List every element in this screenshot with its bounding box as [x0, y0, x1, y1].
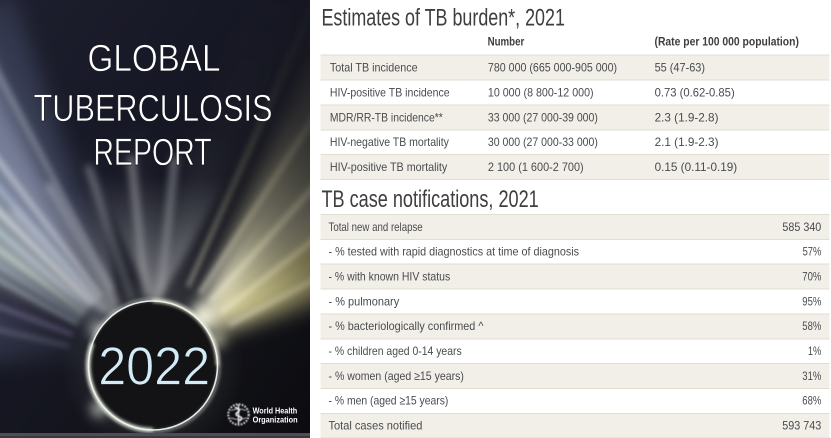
- svg-text:HIV-positive TB incidence: HIV-positive TB incidence: [330, 85, 450, 99]
- svg-text:31%: 31%: [802, 369, 821, 383]
- svg-text:2.1 (1.9-2.3): 2.1 (1.9-2.3): [655, 135, 719, 149]
- svg-text:Organization: Organization: [253, 416, 298, 425]
- svg-text:585 340: 585 340: [782, 220, 821, 234]
- svg-text:68%: 68%: [802, 394, 821, 408]
- svg-text:HIV-negative TB mortality: HIV-negative TB mortality: [330, 135, 449, 149]
- svg-text:58%: 58%: [802, 319, 821, 333]
- svg-text:TUBERCULOSIS: TUBERCULOSIS: [34, 88, 273, 130]
- svg-text:TB case notifications, 2021: TB case notifications, 2021: [322, 186, 539, 213]
- svg-text:70%: 70%: [802, 270, 821, 284]
- svg-text:Number: Number: [488, 34, 525, 48]
- svg-text:MDR/RR-TB incidence**: MDR/RR-TB incidence**: [330, 110, 443, 124]
- svg-text:(Rate per 100 000 population): (Rate per 100 000 population): [655, 34, 799, 48]
- svg-text:593 743: 593 743: [782, 419, 821, 433]
- svg-text:2 100 (1 600-2 700): 2 100 (1 600-2 700): [488, 160, 584, 174]
- svg-text:0.73 (0.62-0.85): 0.73 (0.62-0.85): [655, 85, 735, 99]
- svg-text:0.15 (0.11-0.19): 0.15 (0.11-0.19): [655, 160, 738, 174]
- svg-text:World Health: World Health: [253, 406, 298, 415]
- svg-text:HIV-positive TB mortality: HIV-positive TB mortality: [330, 160, 447, 174]
- svg-text:Total cases notified: Total cases notified: [329, 419, 423, 433]
- svg-text:GLOBAL: GLOBAL: [88, 38, 221, 80]
- svg-text:- % women (aged ≥15 years): - % women (aged ≥15 years): [329, 369, 464, 383]
- svg-text:33 000 (27 000-39 000): 33 000 (27 000-39 000): [488, 110, 598, 124]
- svg-text:- % tested with rapid diagnost: - % tested with rapid diagnostics at tim…: [329, 245, 580, 259]
- svg-text:- % with known HIV status: - % with known HIV status: [329, 270, 451, 284]
- svg-text:Total new and relapse: Total new and relapse: [329, 220, 423, 234]
- svg-text:- % pulmonary: - % pulmonary: [329, 294, 400, 308]
- svg-text:2022: 2022: [98, 337, 210, 397]
- svg-text:55 (47-63): 55 (47-63): [655, 61, 705, 75]
- svg-text:Estimates of TB burden*, 2021: Estimates of TB burden*, 2021: [322, 4, 565, 31]
- svg-text:1%: 1%: [808, 344, 822, 358]
- svg-text:30 000 (27 000-33 000): 30 000 (27 000-33 000): [488, 135, 598, 149]
- svg-text:- % bacteriologically confirme: - % bacteriologically confirmed ^: [329, 319, 484, 333]
- svg-text:95%: 95%: [802, 294, 821, 308]
- svg-text:- % children aged 0-14 years: - % children aged 0-14 years: [329, 344, 462, 358]
- svg-text:57%: 57%: [803, 245, 822, 259]
- svg-text:- % men (aged ≥15 years): - % men (aged ≥15 years): [329, 394, 449, 408]
- svg-text:2.3 (1.9-2.8): 2.3 (1.9-2.8): [655, 110, 719, 124]
- svg-text:780 000 (665 000-905 000): 780 000 (665 000-905 000): [488, 61, 617, 75]
- svg-text:REPORT: REPORT: [93, 132, 211, 174]
- svg-text:10 000 (8 800-12 000): 10 000 (8 800-12 000): [488, 85, 594, 99]
- svg-text:Total TB incidence: Total TB incidence: [330, 61, 418, 75]
